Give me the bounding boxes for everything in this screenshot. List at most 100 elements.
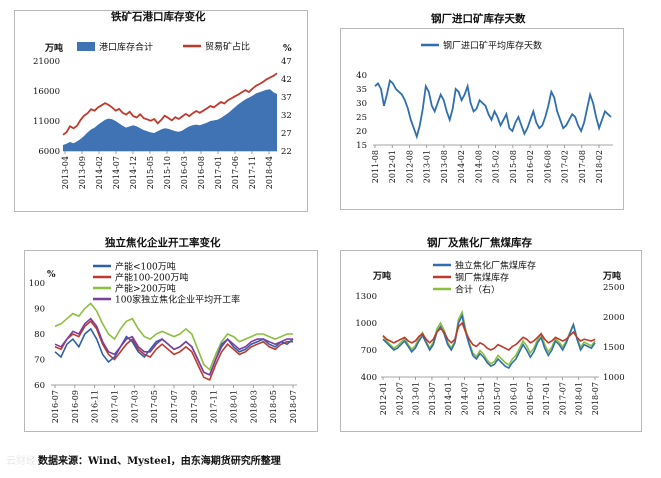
y-tick-label: 27 — [281, 129, 292, 139]
y-tick-label: 700 — [361, 346, 377, 356]
y-tick-label: 80 — [34, 330, 45, 340]
x-tick-label: 2012-01 — [379, 382, 388, 415]
x-tick-label: 2017-09 — [190, 390, 199, 423]
y-tick-label: 1300 — [355, 292, 377, 302]
series-line-total — [382, 309, 596, 367]
x-tick-label: 2013-04 — [61, 156, 70, 189]
y-tick-label: 1000 — [603, 373, 625, 383]
x-tick-label: 2011-08 — [371, 150, 380, 183]
y-tick-label: 6000 — [38, 147, 60, 157]
x-tick-label: 2014-02 — [457, 150, 466, 183]
source-note: 数据来源：Wind、Mysteel，由东海期货研究所整理 — [38, 456, 281, 467]
legend-label: 产能100-200万吨 — [115, 272, 188, 284]
x-tick-label: 2013-01 — [412, 382, 421, 415]
x-tick-label: 2015-05 — [146, 156, 155, 189]
y-tick-label: 400 — [361, 373, 377, 383]
x-tick-label: 2013-07 — [428, 382, 437, 415]
x-tick-label: 2018-05 — [269, 390, 278, 423]
x-tick-label: 2017-11 — [248, 156, 257, 189]
x-tick-label: 2018-07 — [289, 390, 298, 423]
x-tick-label: 2014-12 — [129, 156, 138, 189]
x-tick-label: 2016-02 — [526, 150, 535, 183]
series-line-2 — [54, 320, 293, 381]
chart-title: 钢厂进口矿库存天数 — [431, 13, 526, 25]
x-tick-label: 2015-02 — [492, 150, 501, 183]
chart-panel-port-inventory: 铁矿石港口库存变化 万吨% 6000 11000 16000 21000 22 27 32 37… — [14, 10, 308, 212]
x-tick-label: 2017-07 — [170, 390, 179, 423]
x-tick-label: 2012-08 — [405, 150, 414, 183]
series-line-coking-plant-stock — [382, 313, 596, 370]
y-axis-unit-right: 万吨 — [602, 270, 621, 282]
legend-label: 独立焦化厂焦煤库存 — [455, 260, 536, 272]
x-tick-label: 2016-01 — [509, 382, 518, 415]
y-tick-label: 20 — [356, 127, 367, 137]
series-line-steel-mill-stock — [382, 321, 596, 351]
x-tick-label: 2013-08 — [440, 150, 449, 183]
x-tick-label: 2018-07 — [591, 382, 600, 415]
x-tick-label: 2017-01 — [542, 382, 551, 415]
legend-label: 港口库存合计 — [99, 41, 153, 53]
x-tick-label: 2014-07 — [112, 156, 121, 189]
x-tick-label: 2015-10 — [163, 156, 172, 189]
chart-port-inventory: 万吨 % 6000 11000 16000 21000 22 27 32 37 42 47 2013-0… — [33, 41, 292, 190]
y-tick-label: 35 — [356, 85, 367, 95]
y-tick-label: 42 — [281, 75, 292, 85]
x-tick-label: 2018-04 — [265, 156, 274, 189]
x-tick-label: 2014-02 — [95, 156, 104, 189]
chart-title: 钢厂及焦化厂焦煤库存 — [427, 237, 532, 249]
legend-label: 钢厂进口矿平均库存天数 — [443, 40, 542, 52]
x-tick-label: 2014-07 — [461, 382, 470, 415]
x-tick-label: 2016-11 — [91, 390, 100, 423]
x-tick-label: 2017-03 — [130, 390, 139, 423]
series-line-trade-ore-share — [62, 72, 278, 136]
series-area-port-inventory — [63, 89, 277, 151]
x-tick-label: 2018-03 — [249, 390, 258, 423]
legend-label: 产能>200万吨 — [115, 283, 176, 295]
x-tick-label: 2016-08 — [543, 150, 552, 183]
x-tick-label: 2018-02 — [595, 150, 604, 183]
legend-swatch — [77, 42, 95, 51]
y-tick-label: 21000 — [33, 57, 60, 67]
x-tick-label: 2017-11 — [210, 390, 219, 423]
x-tick-label: 2017-06 — [231, 156, 240, 189]
x-tick-label: 2016-03 — [180, 156, 189, 189]
y-tick-label: 22 — [281, 147, 292, 157]
x-tick-label: 2018-01 — [230, 390, 239, 423]
chart-panel-coking-coal-stock: 钢厂及焦化厂焦煤库存 万吨 万吨 400 700 1000 1300 1000 1500 200… — [340, 237, 642, 432]
x-tick-label: 2016-08 — [197, 156, 206, 189]
y-tick-label: 70 — [34, 356, 45, 366]
legend-label: 贸易矿占比 — [205, 41, 250, 53]
y-tick-label: 100 — [29, 279, 45, 289]
watermark: 云财经 — [6, 456, 36, 467]
chart-panel-mill-ore-days: 钢厂进口矿库存天数 15 20 25 30 35 40 2011-08 2012-01 2012… — [340, 13, 624, 210]
x-tick-label: 2017-01 — [111, 390, 120, 423]
y-tick-label: 16000 — [33, 87, 60, 97]
y-tick-label: 1000 — [355, 319, 377, 329]
y-tick-label: 30 — [356, 99, 367, 109]
legend-label: 产能<100万吨 — [115, 261, 176, 273]
x-tick-label: 2013-09 — [78, 156, 87, 189]
chart-title: 独立焦化企业开工率变化 — [105, 237, 221, 249]
x-tick-label: 2017-07 — [558, 382, 567, 415]
legend-label: 合计（右） — [455, 284, 500, 296]
legend-label: 钢厂焦煤库存 — [455, 272, 509, 284]
y-axis-unit-left: 万吨 — [44, 42, 63, 54]
x-tick-label: 2015-01 — [477, 382, 486, 415]
series-line-4 — [54, 317, 293, 376]
chart-panel-coking-utilization: 独立焦化企业开工率变化 % 60 70 80 90 100 2016-07 2016-09 20… — [24, 237, 318, 432]
x-tick-label: 2014-01 — [444, 382, 453, 415]
y-tick-label: 15 — [356, 141, 367, 151]
y-axis-unit: % — [47, 270, 56, 280]
y-tick-label: 11000 — [33, 117, 60, 127]
chart-coking-utilization: % 60 70 80 90 100 2016-07 2016-09 2016-11 2017-01… — [29, 261, 298, 424]
x-tick-label: 2013-01 — [423, 150, 432, 183]
x-tick-label: 2015-08 — [509, 150, 518, 183]
x-tick-label: 2016-07 — [526, 382, 535, 415]
y-tick-label: 47 — [281, 57, 292, 67]
legend-label: 100家独立焦化企业平均开工率 — [115, 294, 240, 306]
series-line-3 — [54, 302, 293, 372]
x-tick-label: 2015-07 — [493, 382, 502, 415]
y-axis-unit-left: 万吨 — [372, 270, 391, 282]
x-tick-label: 2018-01 — [575, 382, 584, 415]
y-tick-label: 90 — [34, 305, 45, 315]
